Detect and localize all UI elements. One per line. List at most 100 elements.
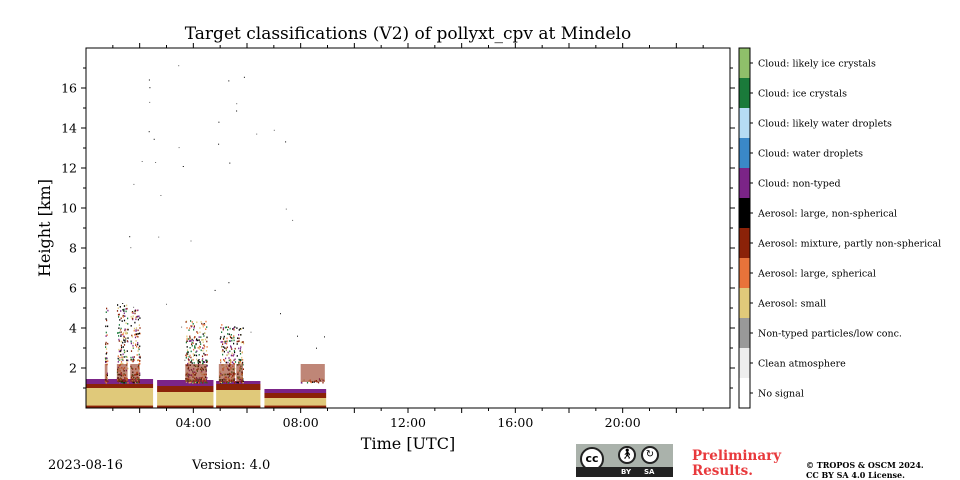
speckle xyxy=(126,304,128,307)
speckle xyxy=(199,361,201,363)
speckle xyxy=(189,335,191,338)
speckle xyxy=(127,337,129,339)
speckle xyxy=(202,341,204,343)
speckle xyxy=(105,346,107,348)
speckle xyxy=(206,365,208,368)
speckle xyxy=(205,361,207,363)
speck xyxy=(280,313,281,315)
speckle xyxy=(121,346,123,349)
speckle xyxy=(199,346,201,348)
speckle xyxy=(130,342,132,345)
speckle xyxy=(117,304,119,306)
speckle xyxy=(201,360,204,362)
speckle xyxy=(234,373,236,375)
speckle xyxy=(233,350,235,352)
speckle xyxy=(122,309,124,311)
speckle xyxy=(121,356,123,359)
speckle xyxy=(190,360,192,363)
speckle xyxy=(191,325,193,327)
speckle xyxy=(138,363,140,365)
speckle xyxy=(187,351,189,353)
speck xyxy=(160,195,162,196)
speckle xyxy=(220,361,222,363)
speckle xyxy=(123,312,125,315)
colorbar-label: Aerosol: large, non-spherical xyxy=(757,209,897,220)
speckle xyxy=(119,329,122,331)
speckle xyxy=(134,321,136,324)
speckle xyxy=(106,334,108,336)
speckle xyxy=(206,346,208,348)
speckle xyxy=(206,336,208,339)
speck xyxy=(285,141,287,143)
y-tick-label: 16 xyxy=(61,81,77,96)
speckle xyxy=(133,359,135,362)
speckle xyxy=(239,353,242,355)
preliminary-line2: Results. xyxy=(692,463,753,479)
speckle xyxy=(233,336,235,339)
aerosol-layer-1 xyxy=(157,392,214,408)
speckle xyxy=(120,349,122,351)
speckle xyxy=(241,341,243,344)
speckle xyxy=(230,361,232,364)
speckle xyxy=(203,323,205,325)
speckle xyxy=(196,339,199,342)
chart-title: Target classifications (V2) of pollyxt_c… xyxy=(184,24,632,44)
speckle xyxy=(206,361,208,363)
speckle xyxy=(121,358,123,361)
speckle xyxy=(185,321,187,323)
speckle xyxy=(233,353,235,356)
speckle xyxy=(232,337,234,340)
speckle xyxy=(223,340,225,343)
speck xyxy=(129,236,131,238)
speckle xyxy=(118,316,120,318)
speckle xyxy=(124,328,126,331)
speckle xyxy=(136,309,138,312)
speckle xyxy=(242,359,244,361)
speckle xyxy=(231,337,233,339)
speckle xyxy=(220,326,222,329)
speckle xyxy=(238,381,240,384)
speckle xyxy=(222,353,224,356)
speckle xyxy=(135,381,137,384)
speckle xyxy=(224,326,226,329)
speckle xyxy=(204,381,206,384)
speckle xyxy=(300,382,302,384)
speckle xyxy=(138,324,140,326)
speckle xyxy=(135,340,137,342)
speckle xyxy=(236,327,238,329)
colorbar-swatch xyxy=(739,228,750,258)
colorbar-label: Clean atmosphere xyxy=(758,359,846,370)
speckle xyxy=(133,327,136,330)
speckle xyxy=(188,361,190,363)
speckle xyxy=(225,348,227,351)
speckle xyxy=(195,351,197,353)
colorbar-swatch xyxy=(739,378,750,408)
speckle xyxy=(121,333,123,336)
speckle xyxy=(123,344,126,346)
speckle xyxy=(196,350,198,352)
speckle xyxy=(117,313,120,316)
speckle xyxy=(106,351,108,354)
speckle xyxy=(205,320,207,323)
speckle xyxy=(198,354,200,356)
speckle xyxy=(237,340,239,343)
speckle xyxy=(197,361,199,364)
speck xyxy=(182,166,184,167)
speckle xyxy=(238,362,240,364)
speckle xyxy=(206,340,208,343)
speckle xyxy=(221,324,223,326)
speckle xyxy=(236,381,238,384)
speckle xyxy=(204,354,206,356)
speck xyxy=(141,161,143,162)
speckle xyxy=(120,327,122,330)
speckle xyxy=(238,361,240,363)
speckle xyxy=(199,327,201,329)
speckle xyxy=(105,357,107,360)
speckle xyxy=(120,354,122,356)
speckle xyxy=(225,361,227,364)
speckle xyxy=(186,353,188,355)
speckle xyxy=(120,333,122,336)
speckle xyxy=(139,317,141,319)
speck xyxy=(133,306,135,308)
speck xyxy=(218,143,220,145)
